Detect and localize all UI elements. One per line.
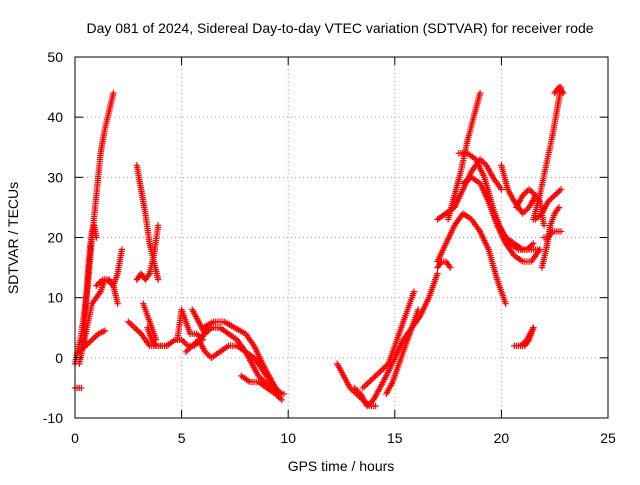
x-tick-label: 0: [71, 430, 79, 446]
series-arc-09: [133, 222, 162, 283]
data-point: [163, 342, 170, 349]
series-arc-21: [383, 306, 422, 398]
data-point: [118, 246, 126, 253]
data-point: [154, 276, 162, 283]
series-arc-10: [140, 300, 160, 343]
series-arc-12: [174, 306, 207, 343]
data-point: [154, 222, 162, 229]
chart-title: Day 081 of 2024, Sidereal Day-to-day VTE…: [86, 20, 593, 36]
data-point: [540, 222, 548, 229]
data-point: [101, 327, 109, 334]
data-point: [437, 259, 444, 267]
x-tick-label: 20: [494, 430, 510, 446]
y-tick-label: -10: [43, 410, 63, 426]
y-tick-label: 50: [47, 49, 63, 65]
series-arc-17: [259, 366, 288, 398]
data-point: [530, 240, 537, 247]
series-arc-06: [93, 276, 121, 307]
y-tick-label: 10: [47, 290, 63, 306]
x-axis-label: GPS time / hours: [288, 458, 395, 474]
series-arc-28: [483, 192, 543, 253]
data-point: [278, 396, 286, 404]
grid-layer: [75, 57, 608, 418]
series-arc-20: [359, 288, 418, 392]
data-point: [93, 234, 100, 241]
y-axis-label: SDTVAR / TECUs: [5, 182, 21, 294]
data-point: [524, 338, 532, 345]
data-point: [476, 89, 484, 97]
series-arc-24: [434, 210, 509, 307]
data-point: [557, 228, 565, 235]
series-arc-29: [498, 162, 539, 217]
series-arc-34: [538, 204, 563, 271]
data-point: [280, 390, 288, 398]
data-point: [78, 384, 85, 392]
y-tick-label: 0: [55, 350, 63, 366]
data-point: [410, 288, 418, 295]
series-arc-37: [551, 83, 567, 97]
series-arc-25: [444, 89, 484, 223]
data-point: [110, 89, 117, 97]
data-point: [447, 264, 454, 271]
series-arc-16: [238, 372, 286, 404]
data-point: [145, 271, 152, 279]
x-tick-label: 15: [387, 430, 403, 446]
data-point: [502, 300, 509, 307]
data-point: [498, 186, 505, 193]
x-tick-label: 25: [600, 430, 616, 446]
series-arc-19: [351, 270, 441, 410]
x-tick-label: 10: [280, 430, 296, 446]
series-arc-11: [144, 324, 170, 349]
points-layer: [71, 83, 567, 410]
series-arc-36: [517, 324, 537, 349]
data-point: [275, 389, 282, 396]
y-tick-label: 20: [47, 230, 63, 246]
data-point: [560, 89, 567, 97]
series-arc-22: [434, 258, 454, 271]
ticks-layer: 0 5 10 15 20 25 -10 0 10 20 30 40 50: [43, 49, 616, 446]
data-point: [151, 341, 159, 348]
data-point: [558, 88, 566, 95]
data-point: [536, 246, 543, 253]
x-tick-label: 5: [178, 430, 186, 446]
y-tick-label: 30: [47, 169, 63, 185]
data-point: [434, 270, 441, 277]
data-point: [445, 262, 453, 270]
data-point: [114, 300, 121, 307]
data-point: [555, 204, 563, 211]
data-point: [415, 306, 422, 313]
data-point: [557, 186, 565, 193]
y-tick-label: 40: [47, 109, 63, 125]
series-arc-05: [76, 327, 109, 356]
series-arc-32: [532, 186, 565, 223]
data-point: [372, 402, 379, 410]
series-arc-15: [199, 318, 286, 398]
data-point: [554, 205, 562, 213]
data-point: [96, 289, 103, 297]
data-point: [530, 324, 537, 331]
